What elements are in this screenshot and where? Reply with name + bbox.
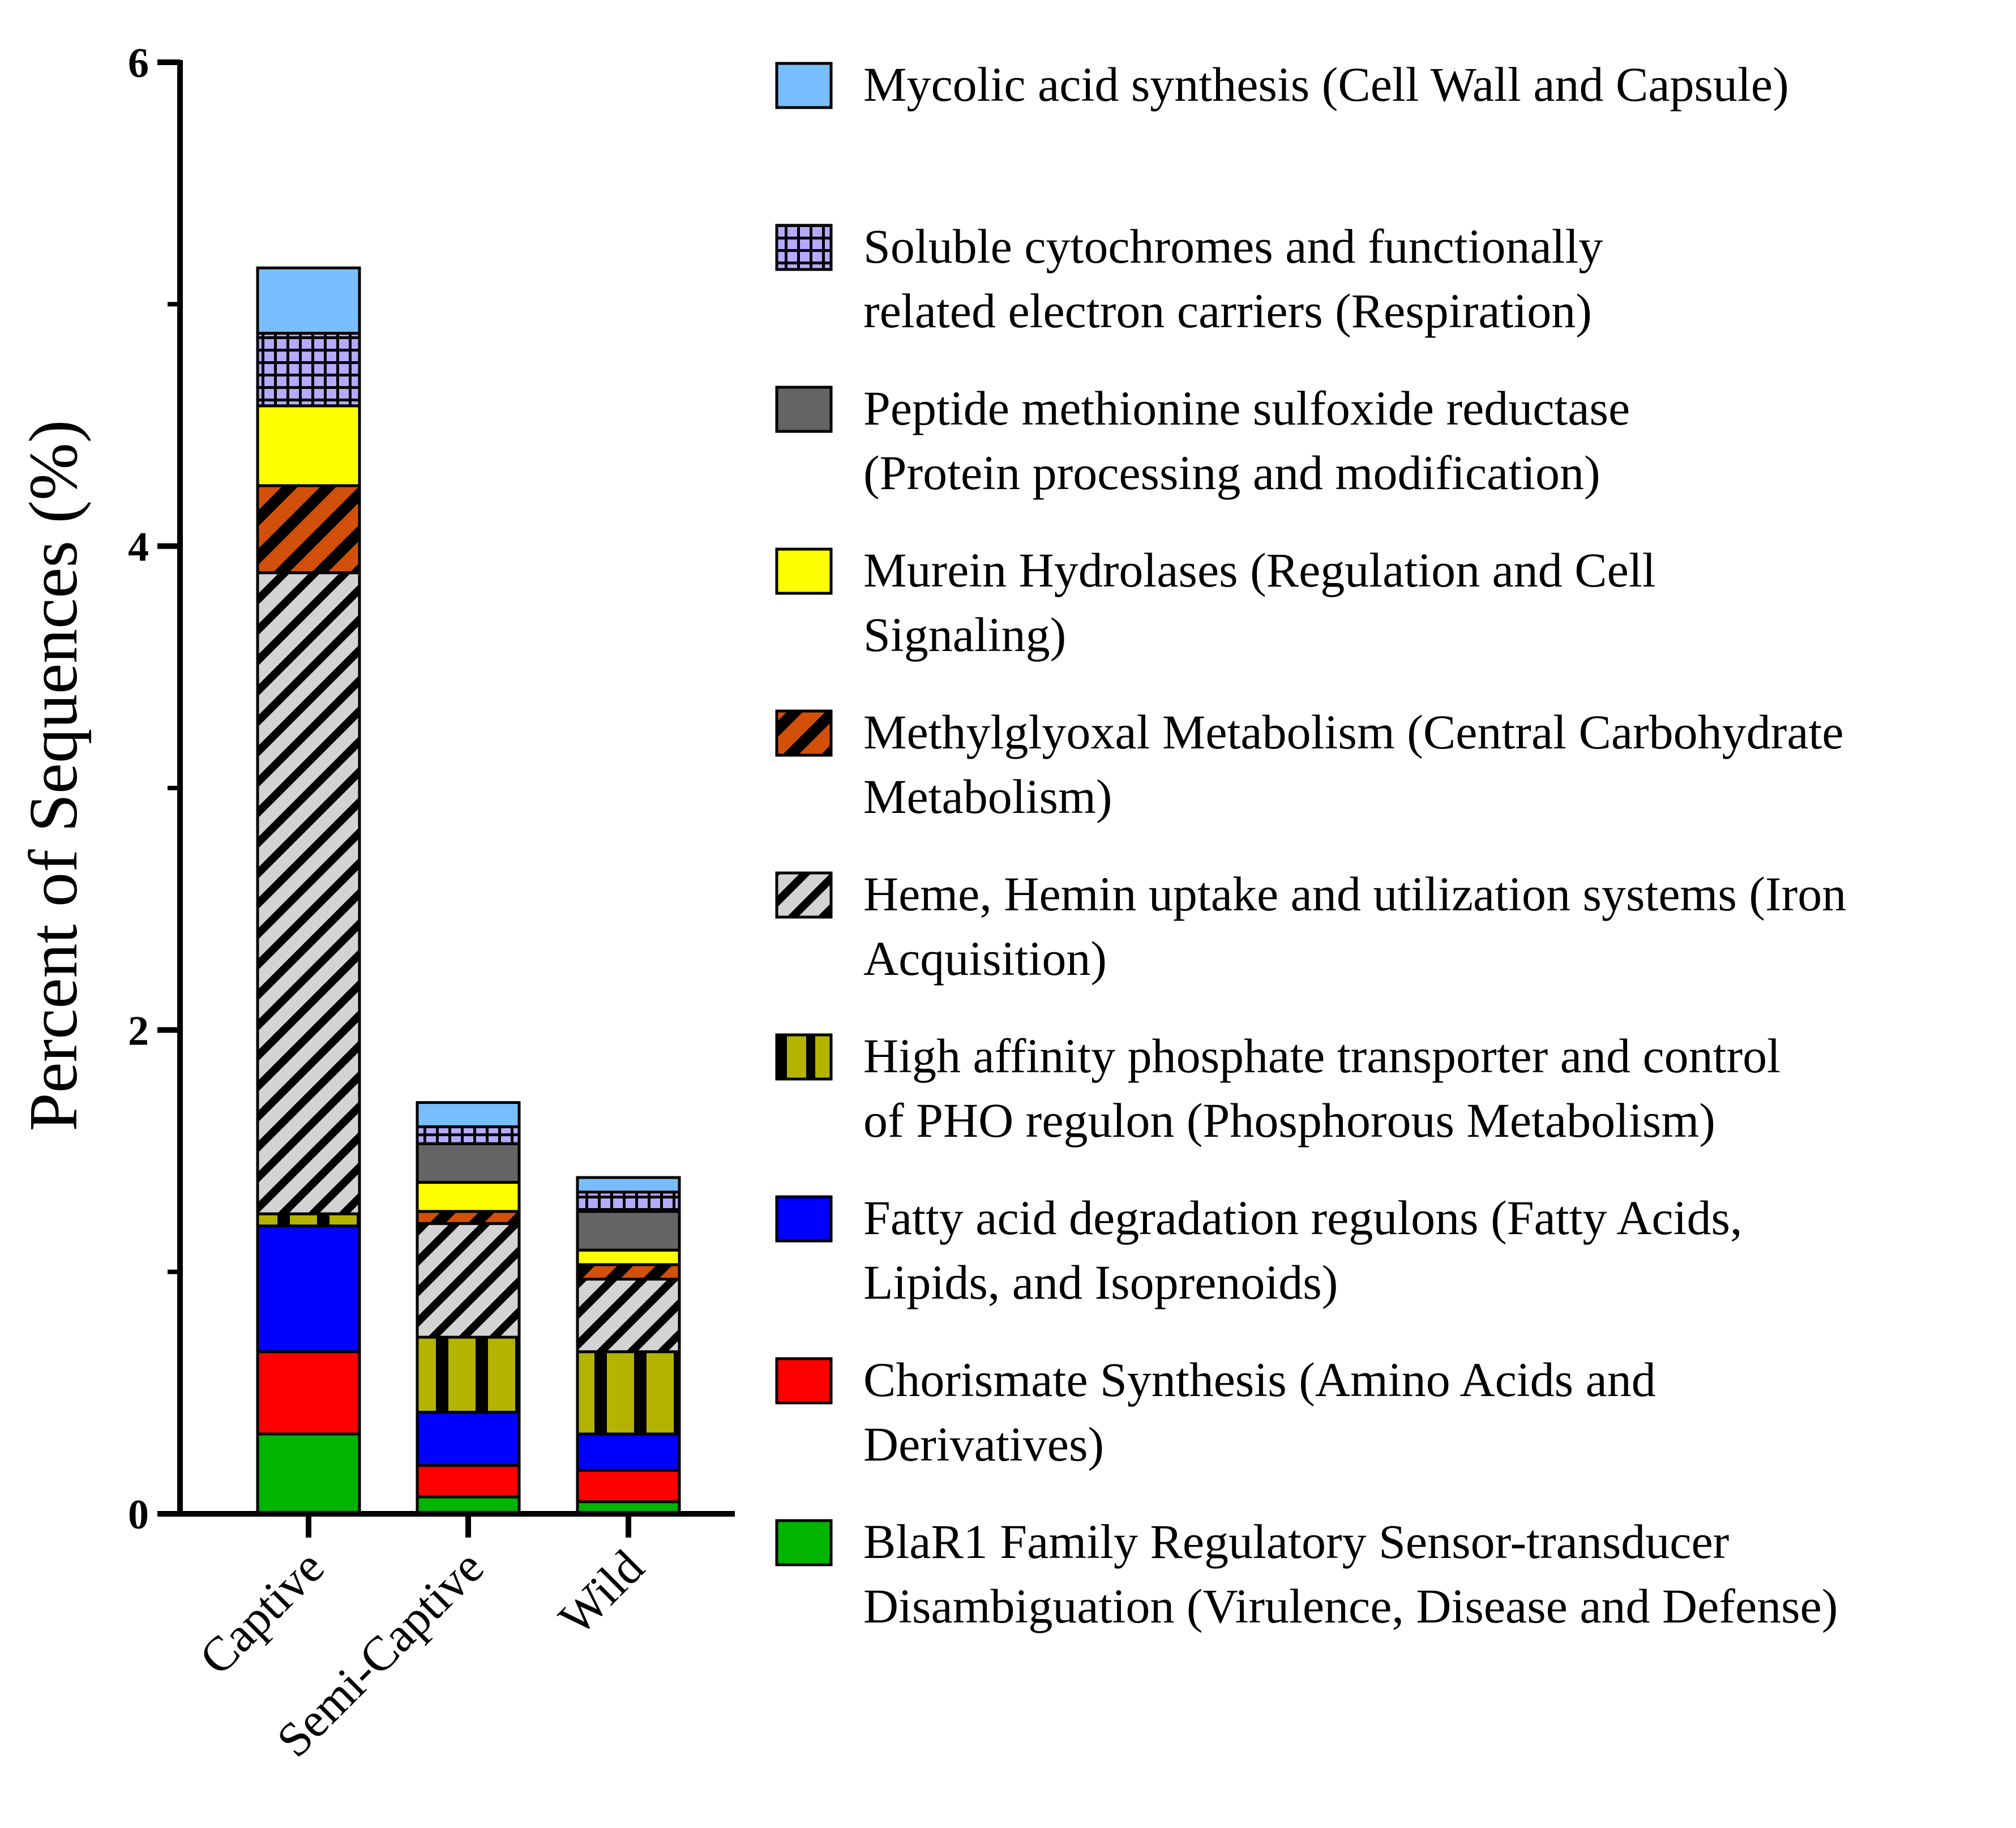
legend-label-3-line-1: Signaling)	[863, 607, 1066, 662]
legend-label-6-line-0: High affinity phosphate transporter and …	[863, 1029, 1780, 1083]
bar-stack-captive	[256, 266, 361, 1516]
legend-item-0: Mycolic acid synthesis (Cell Wall and Ca…	[775, 57, 1789, 112]
bar-segment-wild-3	[576, 1350, 681, 1436]
bar-segment-captive-1	[256, 1350, 361, 1436]
legend-swatch-5	[775, 871, 833, 919]
legend-label-2-line-0: Peptide methionine sulfoxide reductase	[863, 381, 1630, 435]
legend-swatch-0	[775, 62, 833, 109]
legend-item-1: Soluble cytochromes and functionally rela…	[775, 219, 1603, 338]
legend-swatch-6	[775, 1033, 833, 1081]
bar-segment-semi-captive-7	[416, 1142, 521, 1184]
legend-label-9-line-1: Disambiguation (Virulence, Disease and D…	[863, 1579, 1838, 1633]
bar-segment-captive-8	[256, 332, 361, 408]
legend-label-8-line-0: Chorismate Synthesis (Amino Acids and	[863, 1352, 1656, 1407]
bar-segment-wild-4	[576, 1277, 681, 1354]
bars	[256, 266, 681, 1516]
legend-item-3: Murein Hydrolases (Regulation and Cell Si…	[775, 543, 1656, 662]
legend-label-5-line-1: Acquisition)	[863, 931, 1107, 986]
legend-swatch-7	[775, 1195, 833, 1243]
bar-segment-wild-9	[576, 1176, 681, 1194]
legend-item-9: BlaR1 Family Regulatory Sensor-transduce…	[775, 1514, 1838, 1633]
legend-label-4-line-0: Methylglyoxal Metabolism (Central Carboh…	[863, 705, 1844, 759]
bar-segment-captive-3	[256, 1212, 361, 1227]
y-axis-title: Percent of Sequences (%)	[15, 420, 92, 1132]
legend-label-2-line-1: (Protein processing and modification)	[863, 446, 1600, 500]
legend-swatch-3	[775, 547, 833, 595]
legend-label-1-line-0: Soluble cytochromes and functionally	[863, 219, 1603, 273]
bar-segment-semi-captive-9	[416, 1101, 521, 1128]
bar-segment-captive-6	[256, 404, 361, 487]
legend-swatch-2	[775, 386, 833, 433]
legend-label-1-line-1: related electron carriers (Respiration)	[863, 284, 1592, 338]
legend-label-6-line-1: of PHO regulon (Phosphorous Metabolism)	[863, 1093, 1715, 1148]
legend-item-2: Peptide methionine sulfoxide reductase (P…	[775, 381, 1630, 500]
bar-segment-wild-8	[576, 1191, 681, 1213]
legend-item-8: Chorismate Synthesis (Amino Acids and Der…	[775, 1352, 1656, 1471]
y-tick-label-2: 2	[128, 1008, 149, 1054]
y-tick-label-0: 0	[128, 1492, 149, 1538]
bar-segment-wild-1	[576, 1469, 681, 1504]
x-tick-label-captive: Captive	[189, 1540, 334, 1685]
bar-segment-captive-2	[256, 1224, 361, 1354]
legend-item-6: High affinity phosphate transporter and …	[775, 1029, 1780, 1148]
bar-segment-captive-0	[256, 1432, 361, 1516]
legend-label-3-line-0: Murein Hydrolases (Regulation and Cell	[863, 543, 1656, 597]
bar-stack-wild	[576, 1176, 681, 1516]
bar-segment-wild-7	[576, 1210, 681, 1252]
legend-label-7-line-1: Lipids, and Isoprenoids)	[863, 1255, 1338, 1309]
bar-segment-semi-captive-2	[416, 1411, 521, 1467]
legend: Mycolic acid synthesis (Cell Wall and Ca…	[775, 57, 1846, 1633]
bar-segment-semi-captive-4	[416, 1222, 521, 1339]
bar-stack-semi-captive	[416, 1101, 521, 1516]
bar-segment-captive-4	[256, 571, 361, 1215]
x-tick-label-wild: Wild	[548, 1540, 654, 1646]
bar-segment-semi-captive-6	[416, 1181, 521, 1213]
legend-item-4: Methylglyoxal Metabolism (Central Carboh…	[775, 705, 1844, 824]
bar-segment-wild-5	[576, 1263, 681, 1281]
bar-segment-wild-6	[576, 1248, 681, 1266]
legend-swatch-4	[775, 709, 833, 757]
y-tick-label-4: 4	[128, 524, 149, 571]
bar-segment-captive-5	[256, 484, 361, 575]
legend-label-9-line-0: BlaR1 Family Regulatory Sensor-transduce…	[863, 1514, 1729, 1569]
bar-segment-semi-captive-3	[416, 1335, 521, 1414]
legend-item-7: Fatty acid degradation regulons (Fatty A…	[775, 1191, 1742, 1309]
legend-label-7-line-0: Fatty acid degradation regulons (Fatty A…	[863, 1191, 1742, 1245]
bar-segment-captive-9	[256, 266, 361, 335]
y-tick-label-6: 6	[128, 40, 149, 87]
legend-label-5-line-0: Heme, Hemin uptake and utilization syste…	[863, 867, 1846, 921]
y-axis-title-group: Percent of Sequences (%)	[15, 420, 92, 1132]
legend-swatch-9	[775, 1519, 833, 1566]
legend-swatch-1	[775, 224, 833, 271]
bar-segment-wild-2	[576, 1432, 681, 1472]
legend-swatch-8	[775, 1357, 833, 1405]
bar-segment-semi-captive-8	[416, 1125, 521, 1145]
legend-item-5: Heme, Hemin uptake and utilization syste…	[775, 867, 1846, 986]
legend-label-8-line-1: Derivatives)	[863, 1417, 1104, 1471]
legend-label-0-line-0: Mycolic acid synthesis (Cell Wall and Ca…	[863, 57, 1789, 112]
legend-label-4-line-1: Metabolism)	[863, 769, 1112, 824]
bar-segment-semi-captive-5	[416, 1210, 521, 1225]
bar-segment-semi-captive-1	[416, 1464, 521, 1499]
